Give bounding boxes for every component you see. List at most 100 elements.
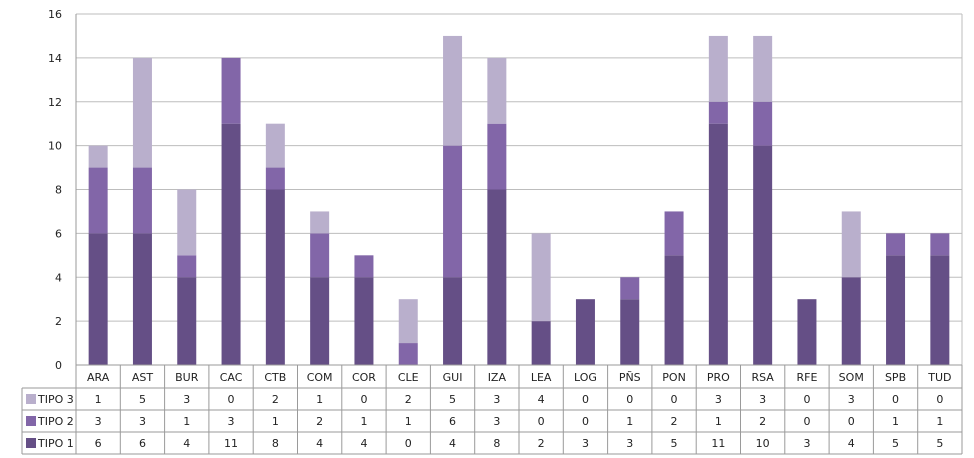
bar-tipo-2-pro: [708, 101, 728, 124]
category-label: LEA: [531, 371, 552, 384]
category-label: CTB: [264, 371, 286, 384]
bar-tipo-3-som: [841, 211, 861, 278]
bar-tipo-1-spb: [886, 255, 906, 365]
bar-tipo-2-pon: [664, 211, 684, 256]
data-label: 5: [892, 437, 899, 450]
bar-tipo-1-log: [575, 299, 595, 365]
data-label: 5: [936, 437, 943, 450]
category-label: CLE: [398, 371, 419, 384]
category-label: IZA: [488, 371, 507, 384]
y-tick-label: 2: [55, 315, 62, 328]
category-label: TUD: [927, 371, 951, 384]
bar-tipo-1-pro: [708, 123, 728, 365]
legend-label: TIPO 2: [37, 415, 74, 428]
data-label: 0: [582, 415, 589, 428]
bar-tipo-1-pñs: [620, 299, 640, 365]
bar-tipo-1-ast: [132, 233, 152, 365]
data-label: 2: [405, 393, 412, 406]
y-tick-label: 12: [48, 96, 62, 109]
legend-label: TIPO 3: [37, 393, 74, 406]
data-label: 5: [671, 437, 678, 450]
legend-swatch: [26, 416, 36, 426]
data-label: 2: [759, 415, 766, 428]
category-label: SOM: [839, 371, 864, 384]
data-label: 5: [449, 393, 456, 406]
data-label: 5: [139, 393, 146, 406]
data-label: 1: [626, 415, 633, 428]
data-label: 6: [139, 437, 146, 450]
bar-tipo-2-cac: [221, 57, 241, 124]
bar-tipo-1-rfe: [797, 299, 817, 365]
bar-tipo-1-lea: [531, 321, 551, 365]
data-label: 1: [892, 415, 899, 428]
bar-tipo-3-rsa: [753, 35, 773, 102]
data-label: 3: [139, 415, 146, 428]
bar-tipo-2-ara: [88, 167, 108, 234]
data-label: 2: [538, 437, 545, 450]
data-label: 4: [538, 393, 545, 406]
data-label: 4: [183, 437, 190, 450]
category-label: ARA: [87, 371, 110, 384]
bar-tipo-2-spb: [886, 233, 906, 256]
data-label: 3: [626, 437, 633, 450]
category-label: PON: [662, 371, 686, 384]
category-label: PÑS: [619, 371, 641, 384]
data-label: 0: [228, 393, 235, 406]
data-label: 1: [183, 415, 190, 428]
data-label: 1: [272, 415, 279, 428]
category-label: RSA: [751, 371, 774, 384]
legend-swatch: [26, 394, 36, 404]
data-label: 0: [671, 393, 678, 406]
category-label: LOG: [574, 371, 597, 384]
category-label: BUR: [175, 371, 199, 384]
y-tick-label: 14: [48, 52, 62, 65]
data-label: 6: [449, 415, 456, 428]
data-label: 3: [759, 393, 766, 406]
data-label: 1: [936, 415, 943, 428]
data-label: 3: [493, 415, 500, 428]
bar-tipo-3-ctb: [265, 123, 285, 168]
category-label: COR: [352, 371, 376, 384]
data-label: 3: [848, 393, 855, 406]
data-label: 11: [224, 437, 238, 450]
bar-tipo-2-bur: [177, 255, 197, 278]
data-label: 3: [95, 415, 102, 428]
bar-tipo-1-cor: [354, 277, 374, 365]
category-label: AST: [132, 371, 154, 384]
data-label: 0: [803, 415, 810, 428]
bar-tipo-2-ctb: [265, 167, 285, 190]
category-label: GUI: [443, 371, 463, 384]
data-label: 3: [715, 393, 722, 406]
category-label: CAC: [220, 371, 243, 384]
bar-tipo-1-tud: [930, 255, 950, 365]
category-label: SPB: [885, 371, 906, 384]
bar-tipo-3-iza: [487, 57, 507, 124]
data-label: 3: [582, 437, 589, 450]
bar-tipo-3-pro: [708, 35, 728, 102]
y-tick-label: 16: [48, 8, 62, 21]
bar-tipo-1-bur: [177, 277, 197, 365]
bar-tipo-3-com: [310, 211, 330, 234]
bar-tipo-2-gui: [443, 145, 463, 278]
bar-tipo-3-bur: [177, 189, 197, 256]
data-label: 0: [936, 393, 943, 406]
bar-tipo-1-gui: [443, 277, 463, 365]
bar-tipo-2-rsa: [753, 101, 773, 146]
data-label: 2: [671, 415, 678, 428]
bar-tipo-1-ara: [88, 233, 108, 365]
bar-tipo-1-ctb: [265, 189, 285, 365]
bar-tipo-2-tud: [930, 233, 950, 256]
y-tick-label: 10: [48, 140, 62, 153]
bar-tipo-1-som: [841, 277, 861, 365]
bar-tipo-1-iza: [487, 189, 507, 365]
bar-tipo-3-ara: [88, 145, 108, 168]
data-label: 8: [272, 437, 279, 450]
legend-label: TIPO 1: [37, 437, 74, 450]
bar-tipo-1-rsa: [753, 145, 773, 365]
y-tick-label: 4: [55, 271, 62, 284]
data-label: 0: [405, 437, 412, 450]
data-label: 1: [405, 415, 412, 428]
data-label: 1: [715, 415, 722, 428]
data-label: 0: [582, 393, 589, 406]
